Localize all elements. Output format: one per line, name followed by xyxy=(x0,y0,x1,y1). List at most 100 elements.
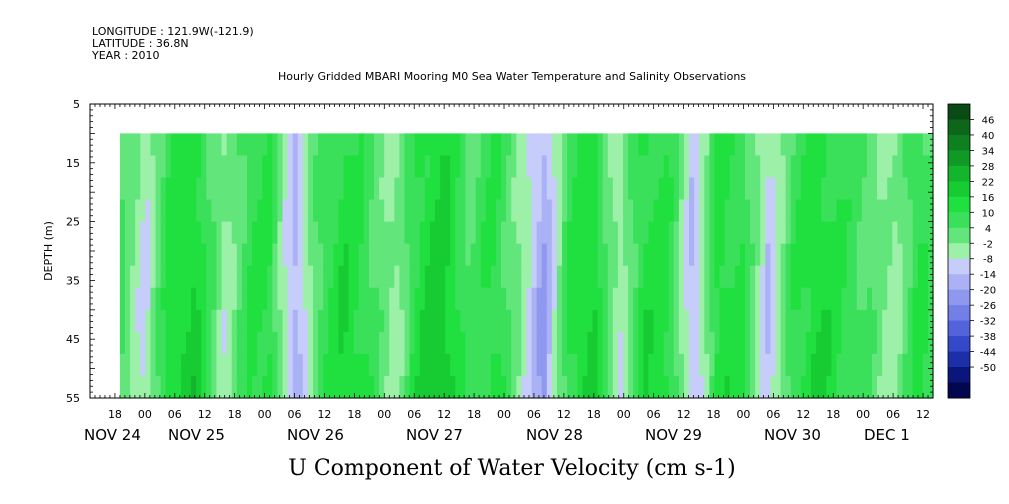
heatmap-cell xyxy=(460,353,467,377)
heatmap-cell xyxy=(379,309,385,333)
heatmap-cell xyxy=(211,177,218,201)
heatmap-cell xyxy=(729,309,736,333)
heatmap-cell xyxy=(602,287,609,311)
heatmap-cell xyxy=(536,309,543,333)
heatmap-cell xyxy=(551,309,558,333)
heatmap-cell xyxy=(429,375,436,399)
heatmap-cell xyxy=(180,177,187,201)
heatmap-cell xyxy=(135,177,141,201)
heatmap-cell xyxy=(125,287,131,311)
heatmap-cell xyxy=(231,309,238,333)
heatmap-cell xyxy=(744,243,751,267)
heatmap-cell xyxy=(760,155,766,179)
colorbar-label: -20 xyxy=(980,286,996,297)
heatmap-cell xyxy=(272,155,279,179)
heatmap-cell xyxy=(216,155,223,179)
heatmap-cell xyxy=(440,331,446,355)
heatmap-cell xyxy=(506,331,512,355)
heatmap-cell xyxy=(231,353,238,377)
heatmap-cell xyxy=(541,199,548,223)
heatmap-cell xyxy=(551,155,558,179)
heatmap-cell xyxy=(567,155,573,179)
heatmap-cell xyxy=(770,243,777,267)
heatmap-cell xyxy=(587,265,594,289)
heatmap-cell xyxy=(419,221,426,245)
heatmap-cell xyxy=(343,199,350,223)
heatmap-cell xyxy=(800,309,807,333)
heatmap-cell xyxy=(384,155,390,179)
heatmap-cell xyxy=(831,133,838,157)
heatmap-cell xyxy=(501,177,507,201)
heatmap-cell xyxy=(902,331,909,355)
heatmap-cell xyxy=(302,221,309,245)
heatmap-cell xyxy=(302,375,309,399)
colorbar-swatch xyxy=(948,382,970,399)
heatmap-cell xyxy=(714,133,721,157)
heatmap-cell xyxy=(597,221,604,245)
heatmap-cell xyxy=(450,133,456,157)
x-tick-label: 00 xyxy=(377,408,391,421)
heatmap-cell xyxy=(277,353,284,377)
heatmap-cell xyxy=(612,265,619,289)
heatmap-cell xyxy=(643,375,650,399)
heatmap-cell xyxy=(125,133,131,157)
heatmap-cell xyxy=(628,265,634,289)
heatmap-cell xyxy=(694,177,700,201)
heatmap-cell xyxy=(414,265,421,289)
heatmap-cell xyxy=(780,243,787,267)
heatmap-cell xyxy=(368,331,375,355)
heatmap-cell xyxy=(201,353,207,377)
x-tick-label: 06 xyxy=(168,408,182,421)
heatmap-cell xyxy=(912,177,919,201)
heatmap-cell xyxy=(440,199,446,223)
heatmap-cell xyxy=(541,133,548,157)
heatmap-cell xyxy=(866,309,873,333)
heatmap-cell xyxy=(404,375,411,399)
heatmap-cell xyxy=(628,375,634,399)
heatmap-cell xyxy=(140,287,146,311)
heatmap-cell xyxy=(831,243,838,267)
heatmap-cell xyxy=(678,199,685,223)
heatmap-cell xyxy=(282,155,289,179)
heatmap-cell xyxy=(780,309,787,333)
heatmap-cell xyxy=(328,177,334,201)
heatmap-cell xyxy=(907,133,914,157)
heatmap-cell xyxy=(368,155,375,179)
heatmap-cell xyxy=(694,287,700,311)
heatmap-cell xyxy=(125,221,131,245)
heatmap-cell xyxy=(648,155,655,179)
heatmap-cell xyxy=(607,331,614,355)
heatmap-cell xyxy=(785,287,792,311)
heatmap-cell xyxy=(297,177,304,201)
heatmap-cell xyxy=(663,265,670,289)
heatmap-cell xyxy=(821,243,827,267)
heatmap-cell xyxy=(689,375,695,399)
heatmap-cell xyxy=(465,243,472,267)
heatmap-cell xyxy=(506,309,512,333)
heatmap-cell xyxy=(450,155,456,179)
heatmap-cell xyxy=(785,221,792,245)
heatmap-cell xyxy=(399,353,406,377)
heatmap-cell xyxy=(429,331,436,355)
heatmap-cell xyxy=(689,331,695,355)
heatmap-cell xyxy=(643,155,650,179)
heatmap-cell xyxy=(191,199,197,223)
heatmap-cell xyxy=(653,265,660,289)
heatmap-cell xyxy=(185,375,192,399)
heatmap-cell xyxy=(379,375,385,399)
heatmap-cell xyxy=(699,375,705,399)
heatmap-cell xyxy=(922,177,929,201)
heatmap-cell xyxy=(211,309,218,333)
heatmap-cell xyxy=(272,331,279,355)
heatmap-cell xyxy=(689,353,695,377)
heatmap-cell xyxy=(892,375,899,399)
heatmap-cell xyxy=(363,243,370,267)
heatmap-cell xyxy=(155,309,162,333)
heatmap-cell xyxy=(490,199,497,223)
x-day-label: NOV 28 xyxy=(526,426,583,444)
heatmap-cell xyxy=(175,375,182,399)
heatmap-cell xyxy=(262,177,268,201)
heatmap-cell xyxy=(841,309,848,333)
heatmap-cell xyxy=(135,309,141,333)
heatmap-cell xyxy=(755,353,761,377)
